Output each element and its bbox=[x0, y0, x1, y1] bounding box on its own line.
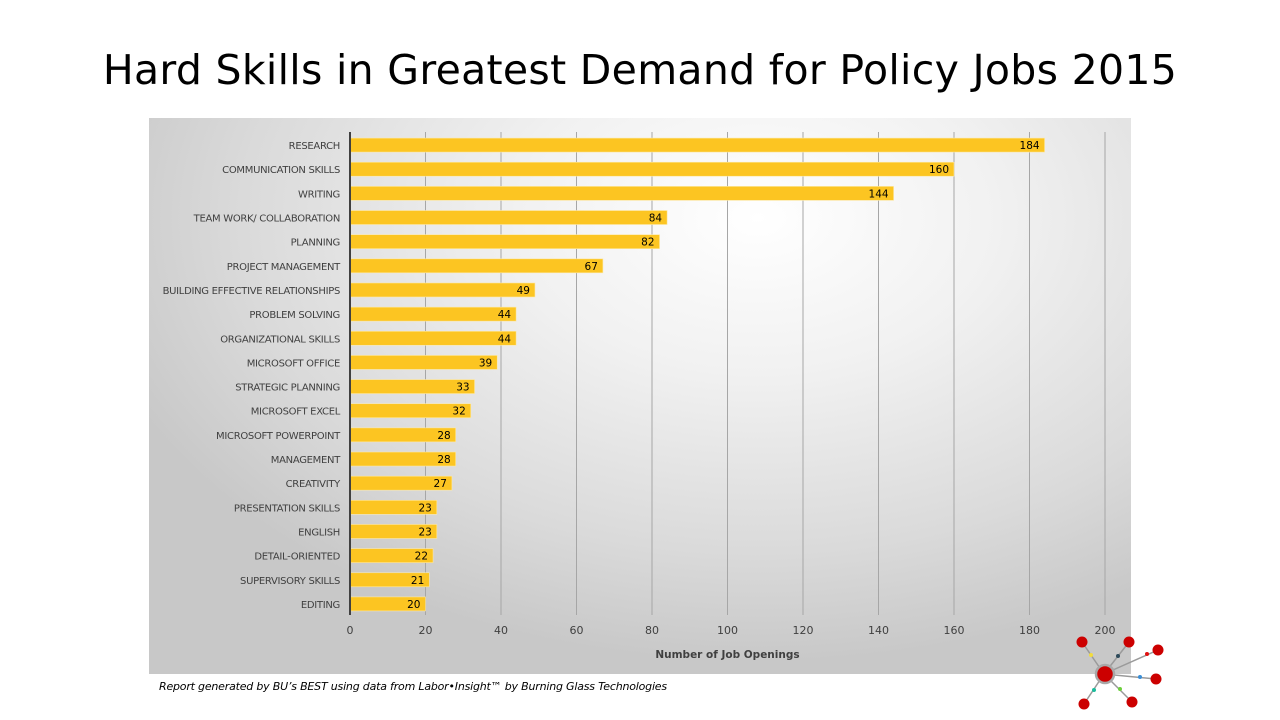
x-tick-label: 140 bbox=[868, 624, 889, 637]
data-label: 44 bbox=[498, 333, 512, 345]
category-label: MICROSOFT EXCEL bbox=[251, 407, 341, 418]
category-label: MICROSOFT POWERPOINT bbox=[216, 431, 341, 442]
x-tick-label: 100 bbox=[717, 624, 738, 637]
data-label: 39 bbox=[479, 357, 492, 369]
page-title: Hard Skills in Greatest Demand for Polic… bbox=[102, 46, 1178, 94]
x-tick-label: 200 bbox=[1095, 624, 1116, 637]
data-label: 23 bbox=[418, 502, 431, 514]
data-label: 82 bbox=[641, 237, 654, 249]
data-label: 28 bbox=[437, 454, 450, 466]
category-label: DETAIL-ORIENTED bbox=[254, 552, 340, 563]
x-tick-label: 0 bbox=[347, 624, 354, 637]
category-label: BUILDING EFFECTIVE RELATIONSHIPS bbox=[163, 286, 340, 297]
bar bbox=[349, 161, 955, 177]
data-label: 21 bbox=[411, 575, 424, 587]
category-label: TEAM WORK/ COLLABORATION bbox=[193, 214, 340, 225]
data-label: 33 bbox=[456, 382, 469, 394]
bar bbox=[349, 234, 660, 249]
x-tick-label: 20 bbox=[419, 624, 433, 637]
bar bbox=[349, 186, 894, 201]
bar bbox=[349, 210, 668, 225]
category-label: WRITING bbox=[298, 189, 340, 200]
category-label: MICROSOFT OFFICE bbox=[247, 358, 340, 369]
bar bbox=[349, 330, 517, 346]
chart-panel: 184 160 144 84 82 67 49 44 44 39 33 32 28 28 27 23 23 22 2… bbox=[149, 118, 1131, 674]
category-label: PRESENTATION SKILLS bbox=[234, 503, 340, 514]
category-label: EDITING bbox=[301, 600, 340, 611]
category-label: MANAGEMENT bbox=[271, 455, 341, 466]
data-label: 32 bbox=[452, 406, 465, 418]
bar bbox=[349, 137, 1045, 153]
gridlines bbox=[425, 132, 1106, 615]
data-label: 67 bbox=[585, 261, 598, 273]
data-label: 44 bbox=[498, 309, 512, 321]
category-label: SUPERVISORY SKILLS bbox=[240, 576, 340, 587]
bars: 1841601448482674944443933322828272323222… bbox=[349, 137, 1045, 612]
data-label: 184 bbox=[1020, 140, 1040, 152]
bar bbox=[349, 258, 604, 274]
network-hub-logo-icon bbox=[1076, 636, 1164, 710]
category-label: PROBLEM SOLVING bbox=[249, 310, 340, 321]
x-tick-label: 180 bbox=[1019, 624, 1040, 637]
data-label: 20 bbox=[407, 599, 420, 611]
category-labels: RESEARCH COMMUNICATION SKILLS WRITING TEAM … bbox=[163, 141, 342, 611]
category-label: CREATIVITY bbox=[286, 479, 342, 490]
data-label: 23 bbox=[418, 526, 431, 538]
x-tick-label: 40 bbox=[494, 624, 508, 637]
category-label: PLANNING bbox=[291, 238, 340, 249]
category-label: ENGLISH bbox=[298, 527, 340, 538]
x-tick-label: 120 bbox=[793, 624, 814, 637]
x-tick-label: 60 bbox=[570, 624, 584, 637]
category-label: PROJECT MANAGEMENT bbox=[227, 262, 341, 273]
bar bbox=[349, 282, 536, 298]
bar bbox=[349, 306, 517, 322]
category-label: COMMUNICATION SKILLS bbox=[222, 165, 340, 176]
bar bbox=[349, 355, 498, 370]
data-label: 84 bbox=[649, 213, 663, 225]
x-tick-label: 80 bbox=[645, 624, 659, 637]
data-label: 28 bbox=[437, 430, 450, 442]
data-label: 27 bbox=[434, 478, 447, 490]
footer-credit: Report generated by BU’s BEST using data… bbox=[159, 680, 667, 693]
bar-chart: 1841601448482674944443933322828272323222… bbox=[163, 132, 1116, 661]
data-label: 49 bbox=[517, 285, 530, 297]
x-tick-labels: 0 20 40 60 80 100 120 140 160 180 200 bbox=[347, 624, 1116, 637]
category-label: RESEARCH bbox=[289, 141, 340, 152]
category-label: ORGANIZATIONAL SKILLS bbox=[220, 334, 340, 345]
data-label: 144 bbox=[869, 188, 889, 200]
data-label: 160 bbox=[929, 164, 949, 176]
data-label: 22 bbox=[415, 551, 428, 563]
x-tick-label: 160 bbox=[944, 624, 965, 637]
category-label: STRATEGIC PLANNING bbox=[235, 383, 340, 394]
x-axis-title: Number of Job Openings bbox=[655, 649, 799, 661]
